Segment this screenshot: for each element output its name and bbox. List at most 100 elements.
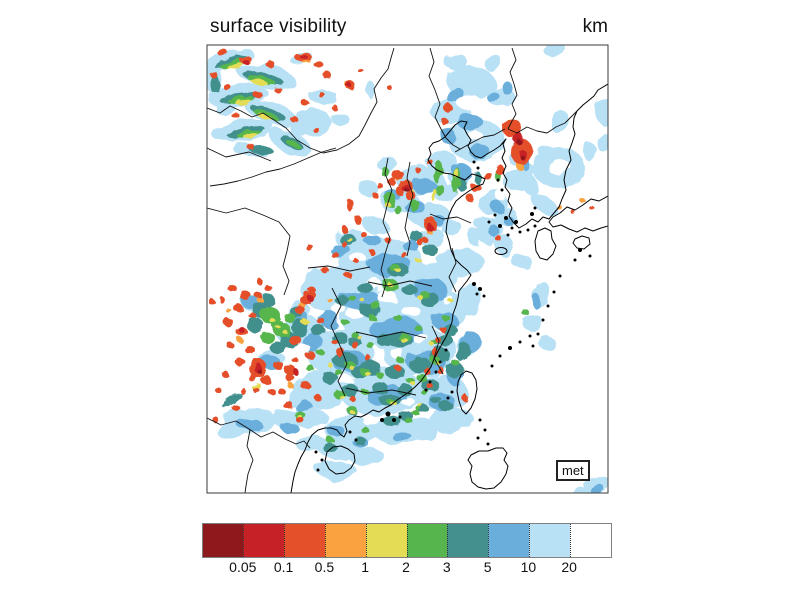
small-island <box>578 248 582 252</box>
colorbar-tick-label: 0.05 <box>229 559 257 575</box>
unit-label: km <box>582 16 608 37</box>
border-shanxi <box>404 161 414 257</box>
border-anhui <box>448 247 457 293</box>
colorbar-tick-label: 0.5 <box>314 559 335 575</box>
border-yunnan-v <box>244 429 254 493</box>
small-island <box>530 212 534 216</box>
small-island <box>558 274 562 278</box>
colorbar-tick-label: 20 <box>561 559 577 575</box>
small-island <box>493 213 497 217</box>
colorbar-tick-label: 0.1 <box>273 559 294 575</box>
small-island <box>316 468 320 472</box>
small-island <box>518 340 522 344</box>
border-inner-mongolia <box>209 147 337 187</box>
coastline-taiwan <box>456 370 478 415</box>
coastline-luzon <box>467 447 509 490</box>
colorbar-cell-8 <box>529 524 571 557</box>
small-island <box>424 388 428 392</box>
small-island <box>498 354 502 358</box>
small-island <box>476 166 480 170</box>
small-island <box>444 348 448 352</box>
small-island <box>434 370 438 374</box>
coastline-hainan <box>324 445 356 475</box>
small-island <box>475 292 479 296</box>
coastline-jeju <box>494 247 508 255</box>
border-jiangxi <box>431 325 444 375</box>
small-island <box>450 390 454 394</box>
small-island <box>486 442 490 446</box>
figure-title: surface visibility <box>210 16 347 37</box>
border-mongolia-border <box>207 47 395 154</box>
field-layer-darkred <box>257 139 525 373</box>
colorbar-cell-0 <box>203 524 243 557</box>
small-island <box>498 224 502 228</box>
colorbar-labels: 0.05 0.1 0.5 1 2 3 5 10 20 <box>202 559 610 577</box>
border-gansu <box>207 147 272 162</box>
small-island <box>428 380 432 384</box>
small-island <box>320 458 324 462</box>
border-hebei <box>380 157 393 298</box>
border-hunan <box>345 387 417 396</box>
border-ne-province-1 <box>428 47 461 150</box>
border-shandong-s <box>429 213 472 224</box>
small-island <box>500 188 504 192</box>
colorbar-tick-label: 3 <box>442 559 451 575</box>
border-qinghai <box>207 207 291 296</box>
border-hubei <box>355 331 427 339</box>
colorbar-cell-1 <box>242 524 284 557</box>
small-island <box>504 216 508 220</box>
geography-lines <box>207 47 608 493</box>
coastline-shikoku <box>572 235 591 250</box>
coastline-kyushu <box>534 227 557 261</box>
colorbar-tick-label: 10 <box>520 559 537 575</box>
small-island <box>472 160 476 164</box>
small-island <box>348 430 352 434</box>
small-island <box>531 344 535 348</box>
small-island <box>478 418 482 422</box>
small-island <box>508 346 512 350</box>
colorbar-cell-7 <box>488 524 530 557</box>
small-island <box>392 418 396 422</box>
small-island <box>385 411 391 417</box>
border-sichuan <box>330 287 348 397</box>
border-shaanxi-s <box>307 265 371 272</box>
small-island <box>588 254 592 258</box>
colorbar-cell-4 <box>365 524 407 557</box>
map-frame <box>206 44 609 494</box>
small-island <box>573 258 577 262</box>
colorbar-cell-9 <box>570 524 612 557</box>
met-badge: met <box>556 460 590 481</box>
small-island <box>510 226 514 230</box>
small-island <box>496 178 500 182</box>
colorbar-cell-3 <box>324 524 366 557</box>
small-island <box>546 304 550 308</box>
small-island <box>483 428 487 432</box>
small-island <box>514 220 518 224</box>
colorbar-cell-2 <box>283 524 325 557</box>
colorbar-cell-6 <box>447 524 489 557</box>
small-island <box>533 224 537 228</box>
border-sw-border <box>207 417 311 449</box>
small-island <box>528 334 532 338</box>
border-nk-border <box>507 110 578 134</box>
small-island <box>476 436 480 440</box>
small-island <box>398 415 402 419</box>
small-island <box>446 396 450 400</box>
small-island <box>380 418 384 422</box>
small-island <box>487 220 491 224</box>
coastline-honshu-west <box>548 195 608 233</box>
visibility-field <box>207 45 608 493</box>
colorbar-tick-label: 5 <box>483 559 492 575</box>
small-island <box>438 360 442 364</box>
border-ne-province-2 <box>454 128 506 153</box>
coastline-mainland <box>290 83 608 493</box>
small-island <box>526 228 530 232</box>
colorbar-cell-5 <box>406 524 448 557</box>
field-layer-green <box>220 58 529 443</box>
small-island <box>472 282 476 286</box>
border-henan <box>367 280 433 287</box>
small-island <box>354 438 358 442</box>
colorbar-tick-label: 1 <box>361 559 370 575</box>
